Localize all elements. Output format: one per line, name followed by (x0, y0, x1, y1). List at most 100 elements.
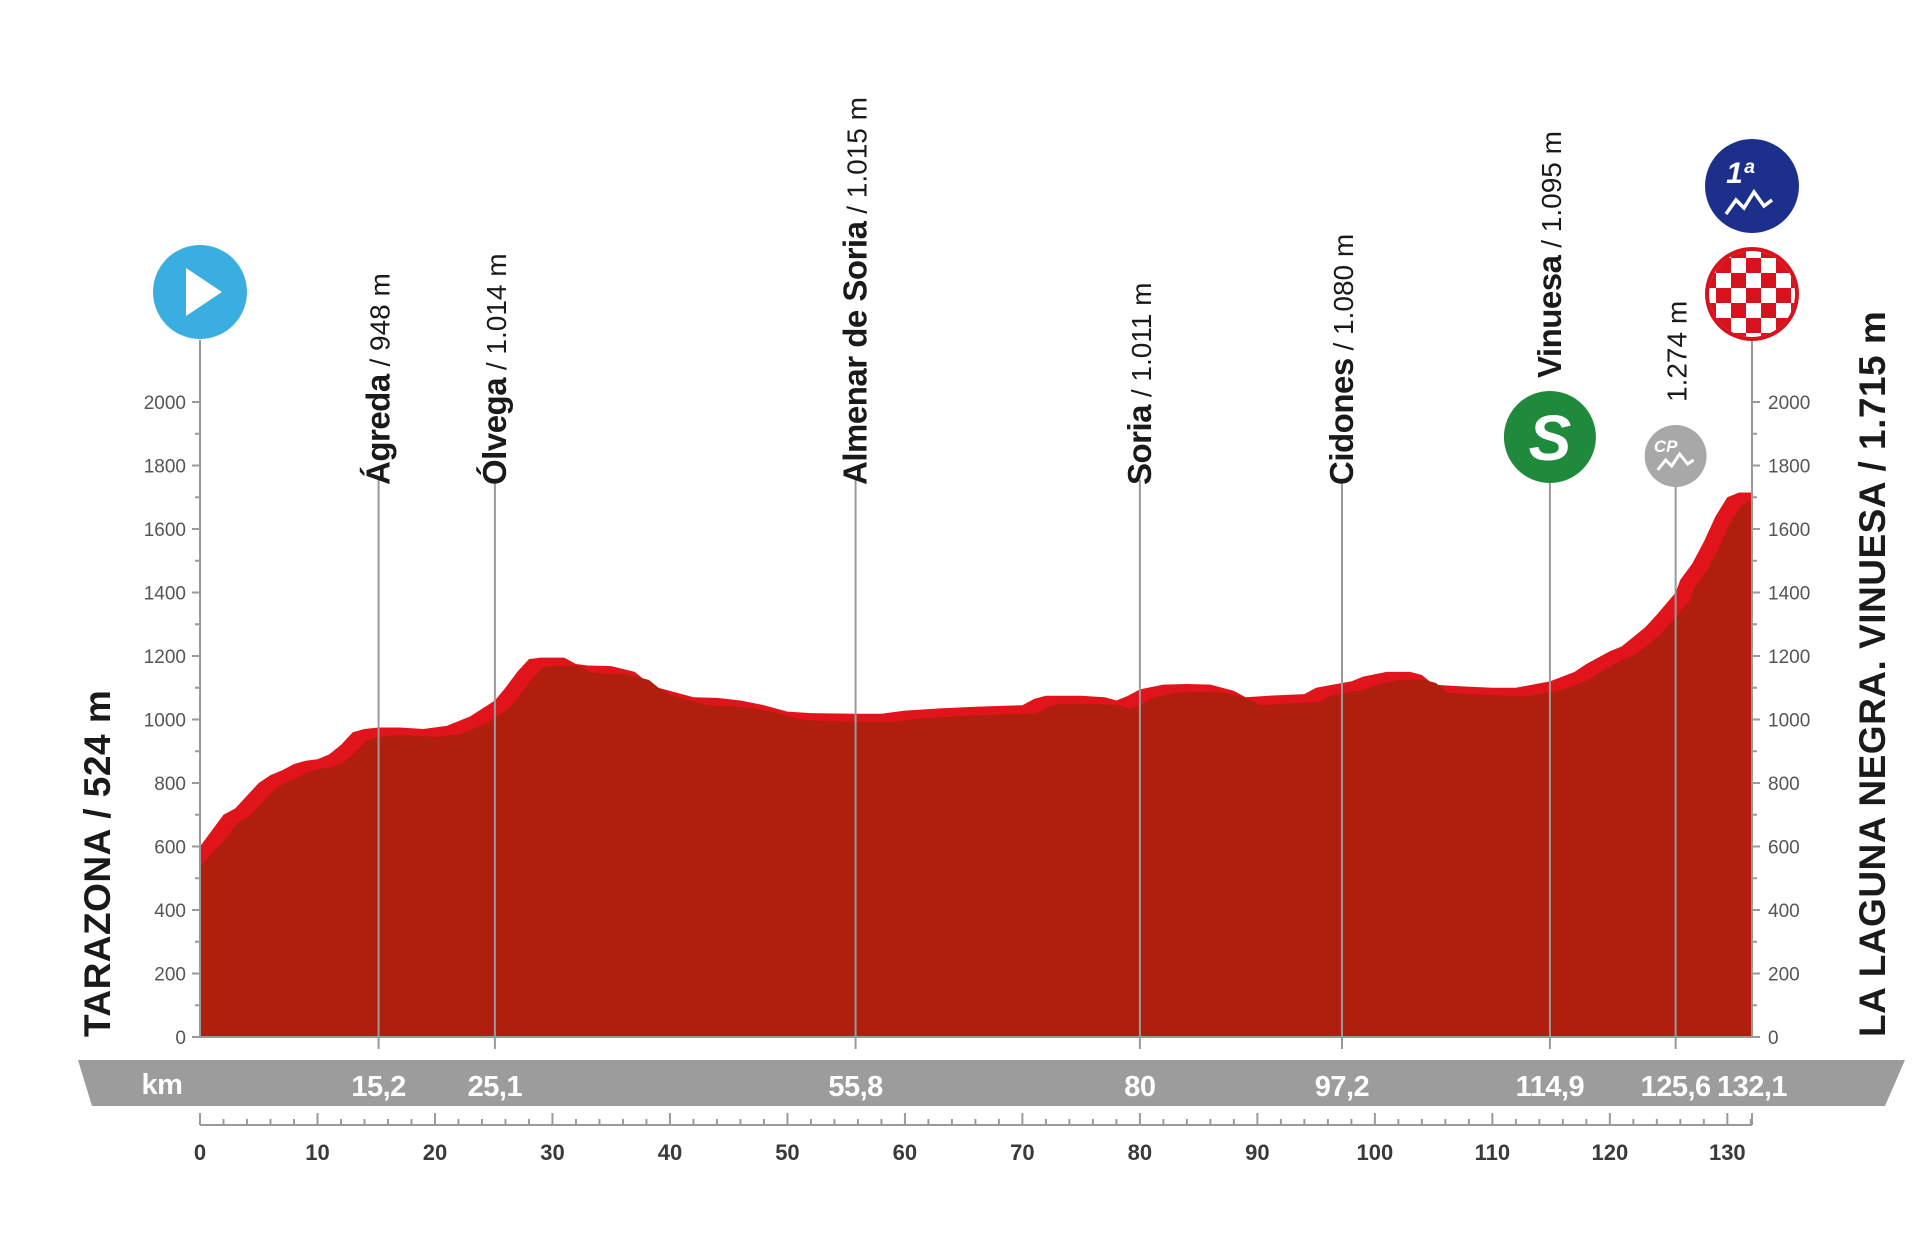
axes: 0 0 200 200 400 400 600 600 800 800 1000 1000 1200 12… (144, 340, 1810, 1049)
y-tick-label-left: 800 (154, 774, 186, 795)
km-axis-tick-label: 70 (1010, 1140, 1034, 1165)
y-tick-label-left: 1000 (144, 711, 186, 732)
y-tick-label-left: 1600 (144, 520, 186, 541)
waypoint-label: Ágreda / 948 m (360, 273, 397, 485)
km-axis-tick-label: 30 (540, 1140, 564, 1165)
km-band-unit: km (142, 1069, 183, 1101)
km-axis-tick-label: 0 (194, 1140, 206, 1165)
km-axis-tick-label: 100 (1357, 1140, 1394, 1165)
checkpoint-icon-text: CP (1654, 437, 1678, 456)
profile-body (200, 500, 1752, 1037)
km-band-value: 132,1 (1717, 1071, 1787, 1103)
endpoints: TARAZONA / 524 m 1ª LA LAGUNA NEGRA. VINUE… (77, 139, 1893, 1037)
y-tick-label-left: 1800 (144, 457, 186, 478)
checkpoint-icon (1644, 425, 1707, 487)
y-tick-label-right: 800 (1768, 774, 1800, 795)
waypoint-label: Vinuesa / 1.095 m (1531, 131, 1568, 378)
km-band-value: 25,1 (468, 1071, 523, 1103)
y-tick-label-left: 600 (154, 838, 186, 859)
waypoint-name: Almenar de Soria (837, 220, 874, 485)
elevation-profile (200, 492, 1752, 1037)
waypoint-name: Cidones (1323, 358, 1360, 485)
waypoint-altitude: 1.274 m (1662, 301, 1693, 402)
km-band-value: 55,8 (828, 1071, 883, 1103)
start-label: TARAZONA / 524 m (77, 690, 118, 1037)
sprint-icon (1503, 391, 1596, 483)
finish-label: LA LAGUNA NEGRA. VINUESA / 1.715 m (1852, 311, 1893, 1037)
checker-cell (1791, 251, 1795, 258)
waypoint-label: Soria / 1.011 m (1121, 283, 1158, 485)
km-axis-tick-label: 80 (1128, 1140, 1152, 1165)
waypoint-label: Ólvega / 1.014 m (476, 253, 513, 485)
waypoint-altitude: / 1.095 m (1536, 131, 1567, 256)
checker-cell (1709, 303, 1716, 318)
checker-cell (1761, 303, 1776, 318)
y-tick-label-left: 1200 (144, 647, 186, 668)
km-band-value: 114,9 (1516, 1071, 1585, 1103)
km-axis-tick-label: 60 (893, 1140, 917, 1165)
km-band-value: 125,6 (1641, 1071, 1711, 1103)
waypoint-label: Cidones / 1.080 m (1323, 234, 1360, 485)
y-tick-label-right: 1000 (1768, 711, 1810, 732)
checker-cell (1709, 251, 1716, 258)
checker-cell (1791, 333, 1795, 337)
checker-cell (1731, 273, 1746, 288)
y-tick-label-left: 0 (175, 1028, 186, 1049)
sprint-icon-letter: S (1529, 402, 1572, 474)
checker-cell (1709, 333, 1716, 337)
waypoint-label: Almenar de Soria / 1.015 m (837, 97, 874, 485)
km-band: km 15,2 25,1 55,8 80 97,2 114,9 125,6 132,1 0 10 20… (78, 1060, 1905, 1165)
waypoint-altitude: / 1.011 m (1126, 283, 1157, 405)
checker-cell (1776, 288, 1791, 303)
y-tick-label-right: 0 (1768, 1028, 1779, 1049)
checker-cell (1709, 273, 1716, 288)
waypoint-label: 1.274 m (1662, 301, 1693, 402)
checkered-pattern (1709, 251, 1795, 337)
waypoint-altitude: / 1.014 m (481, 253, 512, 378)
checker-cell (1761, 273, 1776, 288)
waypoint-name: Soria (1121, 404, 1158, 485)
waypoint-altitude: / 1.080 m (1328, 234, 1359, 359)
checker-cell (1746, 288, 1761, 303)
km-band-value: 15,2 (351, 1071, 405, 1103)
y-tick-label-right: 2000 (1768, 393, 1810, 414)
y-tick-label-right: 400 (1768, 901, 1800, 922)
waypoint-altitude: / 948 m (365, 273, 396, 374)
y-tick-label-right: 1200 (1768, 647, 1810, 668)
y-tick-label-right: 1800 (1768, 457, 1810, 478)
checker-cell (1746, 258, 1761, 273)
km-axis-tick-label: 50 (775, 1140, 799, 1165)
km-axis-tick-label: 110 (1475, 1140, 1511, 1165)
checker-cell (1731, 251, 1746, 258)
checkpoint-mountain-glyph (1656, 451, 1695, 471)
km-band-value: 97,2 (1315, 1071, 1369, 1103)
y-tick-label-right: 1600 (1768, 520, 1810, 541)
climb-category-text: 1ª (1726, 157, 1755, 190)
km-band-value: 80 (1124, 1071, 1155, 1103)
km-axis-tick-label: 90 (1245, 1140, 1269, 1165)
waypoints: Ágreda / 948 m Ólvega / 1.014 m Almenar de… (360, 97, 1707, 1049)
climb-mountain-glyph (1724, 188, 1774, 216)
y-tick-label-left: 1400 (144, 584, 186, 605)
checker-cell (1746, 318, 1761, 333)
waypoint-name: Vinuesa (1531, 254, 1568, 378)
start-play-triangle (186, 268, 222, 316)
y-tick-label-left: 2000 (144, 393, 186, 414)
y-tick-label-right: 1400 (1768, 584, 1810, 605)
y-tick-label-right: 200 (1768, 965, 1800, 986)
km-axis-tick-label: 10 (305, 1140, 329, 1165)
km-axis-tick-label: 130 (1709, 1140, 1746, 1165)
km-band-bar (78, 1060, 1905, 1106)
km-axis-tick-label: 20 (423, 1140, 447, 1165)
checker-cell (1731, 303, 1746, 318)
km-axis-tick-label: 40 (658, 1140, 682, 1165)
checker-cell (1716, 288, 1731, 303)
checker-cell (1761, 251, 1776, 258)
y-tick-label-left: 400 (154, 901, 186, 922)
y-tick-label-right: 600 (1768, 838, 1800, 859)
waypoint-name: Ólvega (476, 377, 513, 485)
y-tick-label-left: 200 (154, 965, 186, 986)
waypoint-name: Ágreda (360, 373, 397, 485)
